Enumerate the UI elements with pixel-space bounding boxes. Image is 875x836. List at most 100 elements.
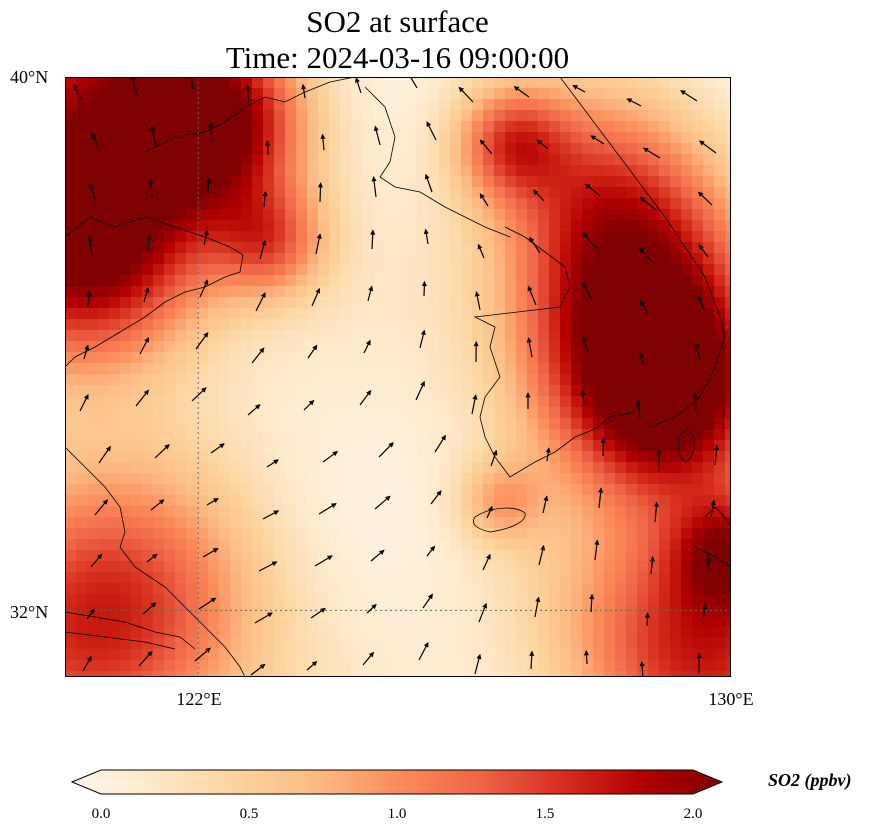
so2-cell <box>208 143 220 155</box>
so2-cell <box>87 77 99 89</box>
so2-cell <box>692 220 704 232</box>
so2-cell <box>252 187 264 199</box>
so2-cell <box>439 165 451 177</box>
so2-cell <box>175 121 187 133</box>
so2-cell <box>516 572 528 584</box>
so2-cell <box>98 605 110 617</box>
so2-cell <box>252 308 264 320</box>
so2-cell <box>208 440 220 452</box>
wind-arrow <box>513 86 530 98</box>
wind-arrow <box>210 443 225 454</box>
so2-cell <box>593 132 605 144</box>
so2-cell <box>76 539 88 551</box>
so2-cell <box>725 209 731 221</box>
wind-arrow <box>529 650 535 670</box>
so2-cell <box>681 561 693 573</box>
so2-cell <box>714 253 726 265</box>
so2-cell <box>175 385 187 397</box>
so2-cell <box>483 671 495 677</box>
so2-cell <box>362 495 374 507</box>
so2-cell <box>527 77 539 89</box>
so2-cell <box>549 363 561 375</box>
so2-cell <box>263 528 275 540</box>
so2-cell <box>703 121 715 133</box>
so2-cell <box>263 396 275 408</box>
so2-cell <box>164 660 176 672</box>
so2-cell <box>461 495 473 507</box>
so2-cell <box>252 132 264 144</box>
so2-cell <box>285 583 297 595</box>
so2-cell <box>626 132 638 144</box>
so2-cell <box>131 572 143 584</box>
so2-cell <box>98 275 110 287</box>
so2-cell <box>406 110 418 122</box>
so2-cell <box>692 561 704 573</box>
so2-cell <box>318 484 330 496</box>
so2-cell <box>417 594 429 606</box>
so2-cell <box>131 176 143 188</box>
so2-cell <box>318 264 330 276</box>
so2-cell <box>153 198 165 210</box>
so2-cell <box>384 253 396 265</box>
so2-cell <box>692 649 704 661</box>
so2-cell <box>87 396 99 408</box>
so2-cell <box>428 374 440 386</box>
so2-cell <box>65 352 77 364</box>
so2-cell <box>76 264 88 276</box>
so2-cell <box>714 385 726 397</box>
so2-cell <box>329 638 341 650</box>
so2-cell <box>593 473 605 485</box>
so2-cell <box>417 297 429 309</box>
so2-cell <box>65 242 77 254</box>
wind-arrow <box>262 510 280 520</box>
so2-cell <box>604 407 616 419</box>
so2-cell <box>164 297 176 309</box>
so2-cell <box>439 484 451 496</box>
so2-cell <box>450 572 462 584</box>
so2-cell <box>703 88 715 100</box>
so2-cell <box>296 308 308 320</box>
so2-cell <box>241 132 253 144</box>
so2-cell <box>263 352 275 364</box>
so2-cell <box>208 528 220 540</box>
so2-cell <box>76 308 88 320</box>
so2-cell <box>626 275 638 287</box>
so2-cell <box>439 198 451 210</box>
so2-cell <box>351 418 363 430</box>
so2-cell <box>659 418 671 430</box>
so2-cell <box>439 594 451 606</box>
so2-cell <box>164 352 176 364</box>
so2-cell <box>120 594 132 606</box>
so2-cell <box>351 264 363 276</box>
wind-arrow <box>424 173 433 193</box>
so2-cell <box>406 132 418 144</box>
so2-cell <box>483 297 495 309</box>
so2-cell <box>351 627 363 639</box>
so2-cell <box>131 264 143 276</box>
so2-cell <box>472 132 484 144</box>
so2-cell <box>615 660 627 672</box>
so2-cell <box>516 176 528 188</box>
so2-cell <box>351 440 363 452</box>
wind-arrow <box>371 176 377 198</box>
so2-map-panel[interactable] <box>65 77 731 677</box>
so2-cell <box>186 616 198 628</box>
so2-cell <box>307 253 319 265</box>
so2-cell <box>307 187 319 199</box>
so2-cell <box>197 660 209 672</box>
so2-cell <box>494 209 506 221</box>
so2-cell <box>582 275 594 287</box>
so2-cell <box>527 110 539 122</box>
so2-cell <box>560 594 572 606</box>
so2-cell <box>109 308 121 320</box>
so2-cell <box>582 121 594 133</box>
so2-cell <box>527 660 539 672</box>
so2-cell <box>153 451 165 463</box>
so2-cell <box>681 396 693 408</box>
so2-cell <box>494 99 506 111</box>
so2-cell <box>252 407 264 419</box>
so2-cell <box>659 209 671 221</box>
so2-cell <box>142 616 154 628</box>
wind-arrow <box>143 287 150 303</box>
so2-cell <box>307 539 319 551</box>
